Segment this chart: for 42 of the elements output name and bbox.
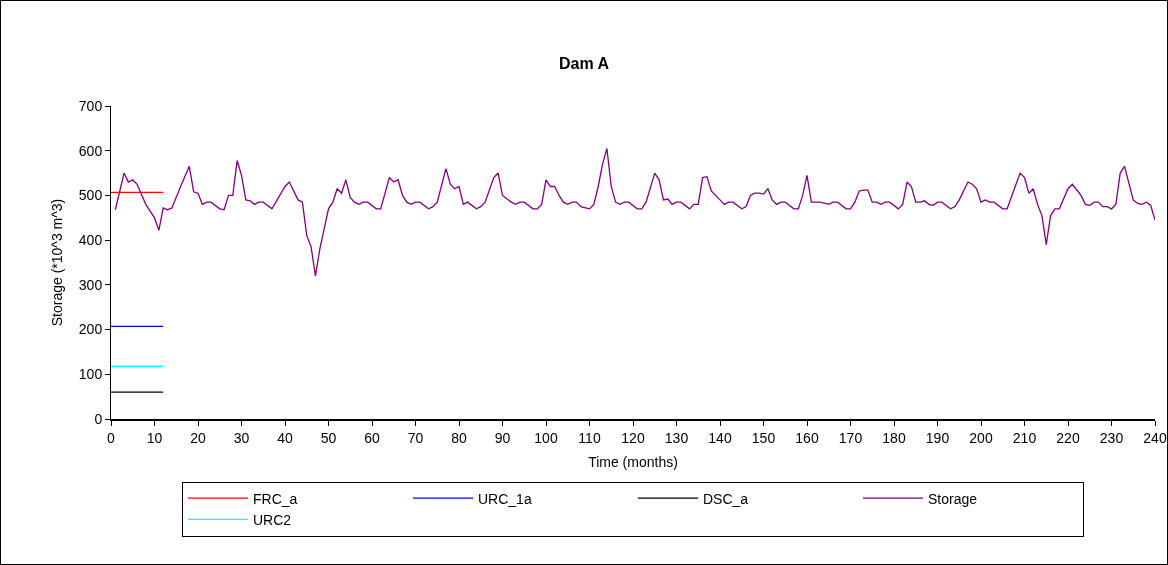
x-tick-label: 110 <box>578 429 601 446</box>
x-tick-label: 180 <box>882 429 906 446</box>
x-tick-label: 40 <box>277 429 293 446</box>
x-tick-label: 160 <box>795 429 819 446</box>
x-tick-label: 140 <box>708 429 732 446</box>
x-tick-label: 210 <box>1012 429 1037 446</box>
x-tick-label: 130 <box>664 429 689 446</box>
y-tick-label: 200 <box>78 321 103 338</box>
y-axis-title: Storage (*10^3 m^3) <box>49 198 66 327</box>
x-tick-label: 10 <box>146 429 163 446</box>
x-tick-label: 190 <box>925 429 950 446</box>
x-tick-label: 230 <box>1099 429 1124 446</box>
legend-label: FRC_a <box>253 490 298 507</box>
x-tick-label: 220 <box>1056 429 1080 446</box>
y-tick-label: 600 <box>78 142 103 159</box>
x-tick-label: 240 <box>1143 429 1167 446</box>
y-tick-label: 0 <box>94 410 103 427</box>
x-tick-label: 200 <box>969 429 993 446</box>
x-axis-title: Time (months) <box>588 453 678 470</box>
y-tick-label: 500 <box>78 187 103 204</box>
x-tick-label: 170 <box>838 429 863 446</box>
x-tick-label: 50 <box>320 429 337 446</box>
legend-label: DSC_a <box>703 490 749 507</box>
x-tick-label: 80 <box>451 429 467 446</box>
y-tick-label: 100 <box>78 366 103 383</box>
y-tick-label: 300 <box>78 276 103 293</box>
x-tick-label: 0 <box>107 429 116 446</box>
x-tick-label: 70 <box>407 429 424 446</box>
x-tick-label: 60 <box>364 429 380 446</box>
line-series <box>114 147 1155 277</box>
x-tick-label: 90 <box>494 429 511 446</box>
legend-label: Storage <box>928 490 978 507</box>
chart-title: Dam A <box>558 54 610 72</box>
x-tick-label: 150 <box>751 429 776 446</box>
x-tick-label: 100 <box>534 429 558 446</box>
x-tick-label: 20 <box>190 429 206 446</box>
y-tick-label: 400 <box>78 232 103 249</box>
legend-label: URC2 <box>253 511 292 528</box>
x-tick-label: 120 <box>621 429 645 446</box>
x-tick-label: 30 <box>233 429 250 446</box>
legend-label: URC_1a <box>478 490 532 507</box>
y-tick-label: 700 <box>78 97 103 114</box>
